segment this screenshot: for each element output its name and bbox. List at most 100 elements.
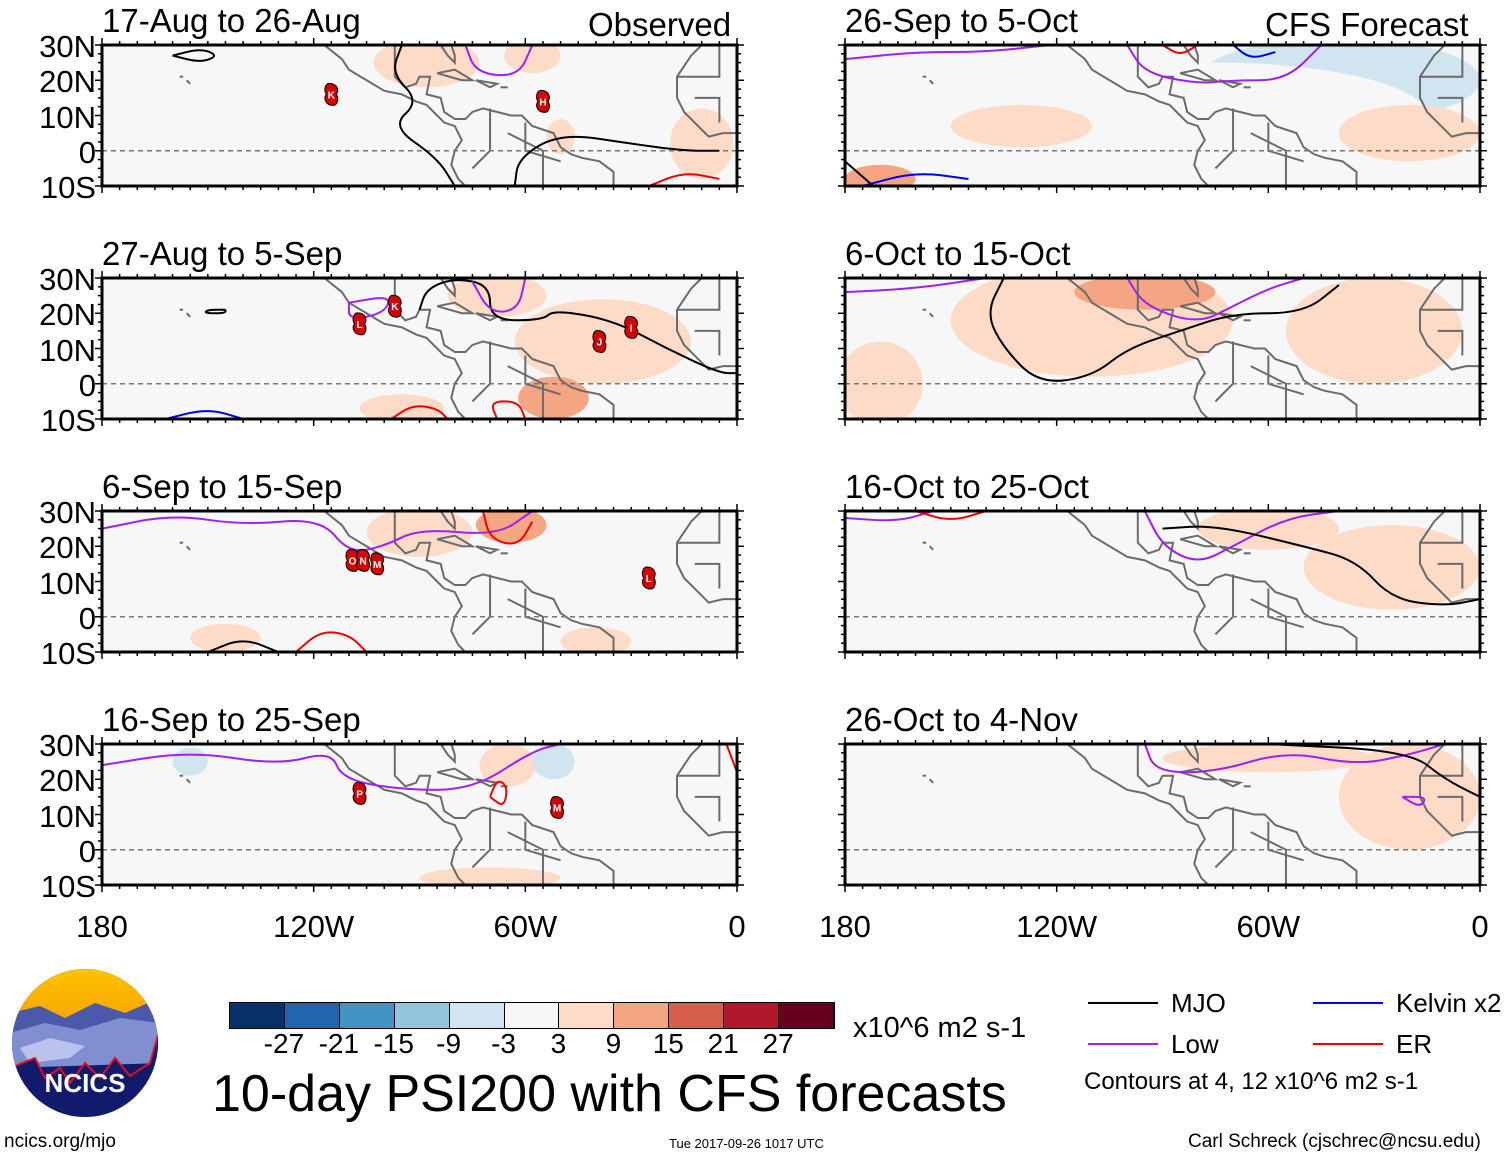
storm-label: P — [356, 789, 363, 800]
coastline — [185, 312, 191, 318]
low-contour — [102, 744, 561, 791]
coastline — [1136, 278, 1358, 419]
storm-icon[interactable]: P — [352, 781, 367, 805]
storm-label: M — [553, 803, 561, 814]
coastline — [676, 511, 737, 604]
coastline — [1136, 511, 1358, 652]
colorbar-tick-label: 3 — [550, 1028, 567, 1059]
legend-label: MJO — [1171, 988, 1226, 1018]
coastline — [475, 778, 501, 788]
coastline — [694, 329, 721, 356]
observed-label: Observed — [588, 6, 732, 43]
y-axis-label: 10N — [39, 332, 96, 368]
anomaly-shading — [631, 45, 688, 95]
coastline — [694, 96, 721, 123]
footer-author: Carl Schreck (cjschrec@ncsu.edu) — [1188, 1131, 1481, 1152]
coastline — [439, 511, 456, 532]
storm-icon[interactable]: I — [624, 315, 639, 339]
legend-line-er — [1313, 1043, 1383, 1045]
footer-url[interactable]: ncics.org/mjo — [4, 1131, 116, 1152]
colorbar-tick-label: 21 — [707, 1028, 739, 1059]
anomaly-shading — [638, 511, 695, 582]
anomaly-shading — [137, 528, 279, 600]
coastline — [1250, 365, 1287, 419]
coastline — [1250, 831, 1287, 885]
storm-icon[interactable]: H — [536, 89, 550, 113]
coastline — [1136, 744, 1358, 885]
coastline — [694, 795, 721, 822]
coastline — [1182, 511, 1199, 532]
x-axis-label: 180 — [819, 909, 871, 944]
y-axis-label: 0 — [78, 833, 96, 869]
coastline — [676, 744, 737, 837]
colorbar-swatch — [284, 1003, 340, 1028]
storm-icon[interactable]: N — [356, 548, 370, 572]
y-axis-label: 20N — [39, 64, 96, 100]
legend-line-mjo — [1088, 1002, 1158, 1004]
anomaly-shading — [1074, 278, 1216, 310]
anomaly-shading — [504, 45, 561, 74]
er-contour — [489, 780, 508, 805]
coastline — [1066, 278, 1210, 419]
er-contour — [295, 631, 368, 652]
coastline — [1437, 795, 1464, 822]
x-axis-label: 120W — [1016, 909, 1098, 944]
coastline — [1437, 96, 1464, 123]
coastline — [1066, 744, 1210, 885]
coastline — [507, 598, 544, 652]
x-axis-label: 120W — [273, 909, 355, 944]
y-axis-label: 0 — [78, 600, 96, 636]
coastline — [676, 278, 737, 371]
x-axis-label: 60W — [1236, 909, 1301, 944]
colorbar-swatch — [504, 1003, 560, 1028]
coastline — [1437, 562, 1464, 589]
coastline — [1182, 744, 1199, 765]
x-axis-label: 60W — [493, 909, 558, 944]
coastline — [1420, 278, 1464, 311]
y-axis-label: 10S — [40, 636, 96, 671]
storm-icon[interactable]: L — [641, 566, 656, 590]
legend-label: ER — [1396, 1029, 1433, 1059]
storm-icon[interactable]: K — [387, 294, 402, 318]
y-axis-label: 20N — [39, 763, 96, 799]
legend-line-low — [1088, 1043, 1158, 1045]
low-contour — [1401, 795, 1426, 806]
storm-label: I — [630, 323, 633, 334]
panel-title: 26-Oct to 4-Nov — [845, 701, 1078, 738]
low-contour — [1126, 45, 1322, 84]
coastline — [185, 545, 191, 551]
storm-icon[interactable]: L — [352, 312, 367, 336]
anomaly-shading — [172, 747, 208, 776]
storm-label: J — [597, 337, 603, 348]
storm-icon[interactable]: J — [592, 329, 607, 353]
low-contour — [845, 278, 987, 294]
map-panel: L K J I — [95, 271, 744, 426]
storm-label: N — [359, 556, 366, 567]
coastline — [1419, 511, 1480, 604]
coastline — [1179, 68, 1220, 82]
coastline — [1420, 45, 1464, 78]
anomaly-shading — [669, 108, 734, 179]
map-panel — [838, 504, 1487, 659]
coastline — [323, 744, 467, 885]
coastline — [1179, 301, 1220, 315]
anomaly-shading — [479, 744, 536, 787]
colorbar-tick-label: -15 — [373, 1028, 414, 1059]
storm-label: L — [646, 574, 652, 585]
storm-icon[interactable]: M — [370, 552, 385, 576]
x-axis-label: 0 — [728, 909, 746, 944]
low-contour — [471, 278, 527, 313]
coastline — [928, 79, 934, 85]
coastline — [436, 301, 477, 315]
mjo-contour — [394, 45, 456, 186]
forecast-label: CFS Forecast — [1265, 6, 1469, 43]
ncics-logo[interactable]: NCICS — [10, 968, 160, 1118]
anomaly-shading — [447, 278, 547, 317]
mjo-contour — [989, 278, 1340, 382]
storm-icon[interactable]: K — [324, 82, 339, 106]
footer-timestamp: Tue 2017-09-26 1017 UTC — [669, 1136, 824, 1151]
coastline — [475, 545, 501, 555]
coastline — [677, 511, 721, 544]
storm-icon[interactable]: M — [550, 795, 565, 819]
legend-label: Kelvin x2 — [1396, 988, 1502, 1018]
